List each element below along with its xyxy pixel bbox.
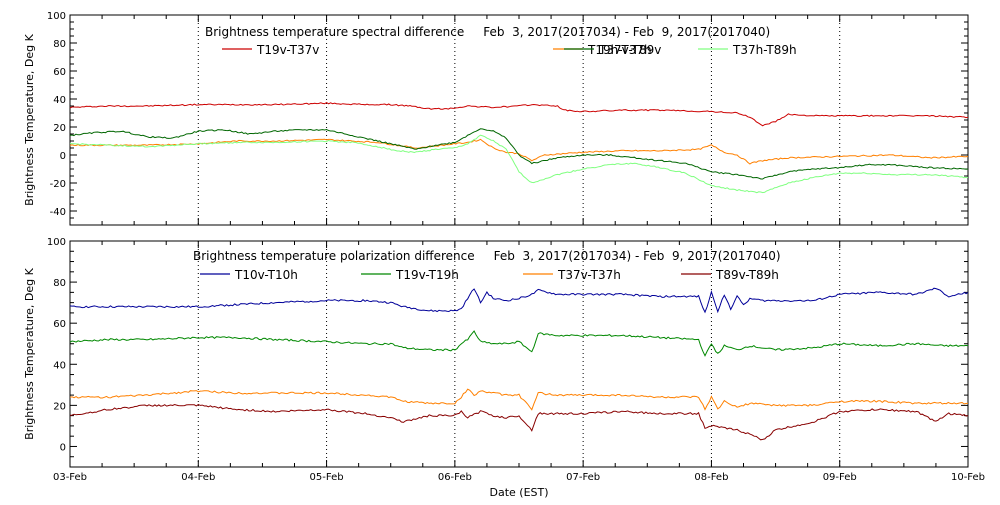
y-tick-label: 20 (53, 123, 66, 134)
x-tick-label: 05-Feb (310, 472, 344, 483)
series-line-t37v-t89v (69, 128, 969, 180)
legend-label: T19v-T37v (256, 43, 319, 57)
legend-label: T89v-T89h (715, 268, 779, 282)
series-line-t37v-t37h (69, 388, 969, 411)
y-tick-label: 0 (60, 151, 66, 162)
x-tick-label: 04-Feb (181, 472, 215, 483)
legend-label: T19v-T19h (395, 268, 459, 282)
legend-label: T37v-T89v (598, 43, 661, 57)
x-tick-label: 07-Feb (566, 472, 600, 483)
legend-label: T37h-T89h (732, 43, 797, 57)
y-tick-label: 0 (60, 442, 66, 453)
x-tick-label: 09-Feb (823, 472, 857, 483)
series-line-t89v-t89h (69, 403, 969, 441)
series-line-t19h-t37h (69, 138, 969, 165)
y-tick-label: 20 (53, 401, 66, 412)
y-tick-label: 60 (53, 67, 66, 78)
plot-frame-2 (69, 240, 969, 468)
x-axis-title: Date (EST) (489, 486, 548, 499)
series-line-t10v-t10h (69, 287, 969, 314)
y-tick-label: 40 (53, 360, 66, 371)
y-tick-label: 100 (47, 11, 66, 22)
plot-frame-1 (69, 14, 969, 226)
y-tick-label: 40 (53, 95, 66, 106)
x-tick-label: 08-Feb (694, 472, 728, 483)
x-tick-label: 10-Feb (951, 472, 985, 483)
y-tick-label: -20 (50, 179, 66, 190)
chart-title: Brightness temperature polarization diff… (193, 249, 781, 263)
chart-title: Brightness temperature spectral differen… (205, 25, 770, 39)
legend-label: T10v-T10h (234, 268, 298, 282)
legend-label: T19h-T37h (587, 43, 652, 57)
legend-label: T37v-T37h (557, 268, 621, 282)
y-tick-label: 80 (53, 39, 66, 50)
series-line-t19v-t37v (69, 102, 969, 127)
y-axis-title: Brightness Temperature, Deg K (23, 267, 36, 439)
x-tick-label: 03-Feb (53, 472, 87, 483)
y-tick-label: -40 (50, 207, 66, 218)
x-tick-label: 06-Feb (438, 472, 472, 483)
series-line-t37h-t89h (69, 134, 968, 194)
y-tick-label: 80 (53, 278, 66, 289)
y-axis-title: Brightness Temperature, Deg K (23, 33, 36, 205)
y-tick-label: 100 (47, 237, 66, 248)
series-line-t19v-t19h (69, 330, 969, 357)
y-tick-label: 60 (53, 319, 66, 330)
